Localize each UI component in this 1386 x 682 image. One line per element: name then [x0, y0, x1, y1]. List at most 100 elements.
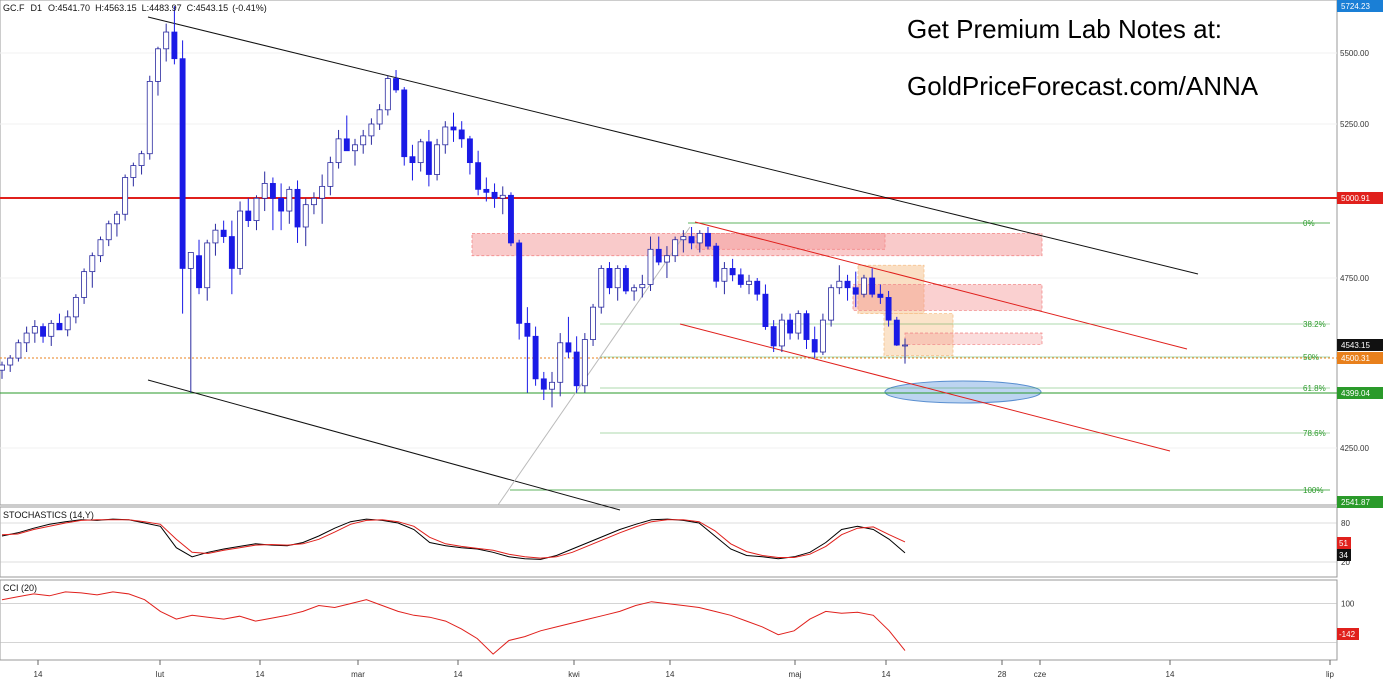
candle: [278, 197, 285, 212]
candle: [696, 232, 703, 244]
candle: [499, 194, 506, 199]
stochastics-title: STOCHASTICS (14,Y): [3, 510, 94, 520]
candle: [663, 255, 670, 263]
time-axis-label: 14: [34, 670, 43, 679]
candle: [220, 229, 227, 237]
candle: [204, 242, 211, 289]
candle: [425, 141, 432, 175]
red-channel-upper: [694, 221, 1188, 350]
price-badge-label: 2541.87: [1341, 498, 1370, 507]
upper-trendline: [147, 16, 1199, 275]
resistance-zone-inner: [695, 232, 886, 250]
time-axis-label: mar: [351, 670, 365, 679]
candle: [549, 381, 555, 390]
cci-pane: [0, 591, 1337, 655]
candle: [836, 280, 843, 289]
candle: [557, 342, 564, 383]
stoch-badge: [1337, 549, 1351, 561]
candle: [639, 284, 646, 289]
candle: [770, 326, 777, 347]
candle: [754, 280, 761, 295]
candle: [491, 191, 498, 199]
cci-tick-label: 100: [1341, 600, 1355, 609]
candle: [163, 31, 170, 50]
promo-line-1: Get Premium Lab Notes at:: [907, 14, 1223, 44]
candle: [828, 287, 835, 321]
candle: [352, 144, 358, 152]
candle: [885, 297, 892, 321]
candle: [401, 89, 408, 158]
candle: [532, 335, 539, 380]
candle: [146, 81, 153, 155]
stoch-k-line: [1, 518, 906, 560]
price-badge: [1337, 0, 1383, 12]
candle: [319, 185, 326, 199]
candle: [237, 210, 244, 269]
candle: [458, 129, 465, 140]
candle: [565, 342, 572, 353]
candle: [302, 204, 309, 228]
candle: [130, 165, 137, 178]
stochastics-pane-frame: [0, 506, 1338, 578]
time-axis-label: 14: [256, 670, 265, 679]
candle: [466, 138, 473, 164]
candle: [598, 268, 605, 308]
candle: [409, 156, 416, 164]
candle: [368, 123, 375, 137]
candle: [327, 162, 334, 187]
candle: [852, 287, 859, 295]
candle: [614, 268, 621, 289]
candle: [524, 322, 531, 337]
candle: [705, 232, 711, 247]
price-tick-label: 4250.00: [1340, 444, 1369, 453]
candle: [360, 135, 367, 146]
cci-badge: [1337, 628, 1359, 640]
candle: [261, 183, 268, 199]
promo-line-2[interactable]: GoldPriceForecast.com/ANNA: [907, 71, 1259, 101]
axes: 5500.00 5250.00 4750.00 4250.00 5724.23 5000.…: [34, 0, 1383, 679]
candle: [877, 293, 884, 298]
stoch-tick-label: 80: [1341, 519, 1350, 528]
stoch-d-line: [1, 519, 906, 559]
candle: [196, 255, 202, 289]
candle: [672, 239, 679, 257]
candle: [590, 306, 596, 340]
fib-level-label: 78.6%: [1303, 429, 1326, 438]
candle: [483, 188, 490, 193]
cci-line: [1, 591, 906, 655]
candle: [861, 277, 867, 295]
candle: [228, 236, 235, 269]
candle: [343, 138, 350, 152]
stoch-badge-label: 34: [1339, 551, 1348, 560]
candle: [64, 316, 71, 331]
candle: [56, 322, 63, 331]
candle: [105, 223, 112, 241]
candle: [787, 319, 794, 334]
candle: [631, 287, 638, 292]
candle: [23, 332, 30, 344]
cci-title: CCI (20): [3, 583, 37, 593]
candle: [138, 153, 145, 166]
candle: [187, 252, 194, 269]
candle: [335, 138, 342, 164]
price-tick-label: 5500.00: [1340, 49, 1369, 58]
candle: [179, 58, 186, 269]
candle: [508, 194, 514, 244]
candle: [0, 364, 5, 371]
candle: [811, 339, 818, 353]
candle: [311, 197, 317, 206]
candle: [155, 48, 161, 82]
price-tick-label: 5250.00: [1340, 120, 1369, 129]
fib-level-label: 100%: [1303, 486, 1323, 495]
ohlc-header: GC.F D1 O:4541.70 H:4563.15 L:4483.97 C:4543.…: [3, 3, 267, 13]
time-axis-label: 28: [998, 670, 1007, 679]
cci-pane-frame: [0, 579, 1338, 661]
time-axis-label: kwi: [568, 670, 580, 679]
candle: [475, 162, 482, 190]
candle: [89, 255, 96, 273]
candle: [81, 271, 88, 298]
candle: [7, 357, 14, 366]
price-badge-label: 4543.15: [1341, 341, 1370, 350]
candle: [893, 319, 900, 346]
